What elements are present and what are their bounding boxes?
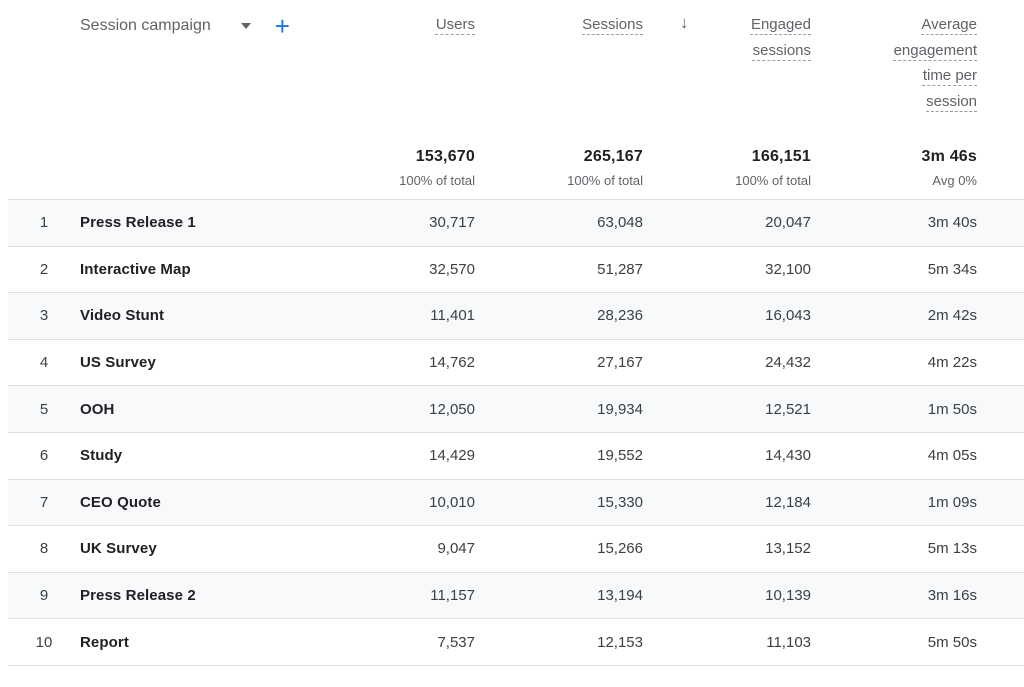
sessions-value: 13,194 xyxy=(597,587,643,605)
row-dimension-name: Interactive Map xyxy=(80,260,191,278)
table-row: 9 Press Release 2 11,157 13,194 10,139 3… xyxy=(8,571,1024,619)
row-dimension-name: Report xyxy=(80,633,129,651)
table-row: 2 Interactive Map 32,570 51,287 32,100 5… xyxy=(8,245,1024,293)
avg-engagement-time-value: 3m 16s xyxy=(927,587,977,605)
sessions-value: 63,048 xyxy=(597,214,643,232)
column-header-avg-engagement-time[interactable]: Average engagement time per session xyxy=(893,16,977,110)
engaged-sessions-value: 13,152 xyxy=(765,540,811,558)
add-dimension-button[interactable]: + xyxy=(274,11,290,41)
total-users-value: 153,670 xyxy=(415,148,475,165)
users-value: 30,717 xyxy=(429,214,475,232)
chevron-down-icon[interactable] xyxy=(240,23,251,29)
engaged-sessions-value: 32,100 xyxy=(765,260,811,278)
table-row: 5 OOH 12,050 19,934 12,521 1m 50s xyxy=(8,385,1024,432)
total-users: 153,670 100% of total xyxy=(399,148,475,188)
row-dimension-name: CEO Quote xyxy=(80,493,161,511)
total-users-subtext: 100% of total xyxy=(399,173,475,188)
total-avg-engagement-time: 3m 46s Avg 0% xyxy=(922,148,977,188)
row-index: 8 xyxy=(39,540,49,558)
table-row: 7 CEO Quote 10,010 15,330 12,184 1m 09s xyxy=(8,478,1024,526)
engaged-sessions-value: 11,103 xyxy=(766,633,811,651)
table-body: 1 Press Release 1 30,717 63,048 20,047 3… xyxy=(8,199,1024,666)
users-value: 12,050 xyxy=(429,400,475,418)
column-header-sessions[interactable]: Sessions xyxy=(582,16,643,33)
avg-engagement-time-value: 1m 50s xyxy=(927,400,977,418)
table-row: 4 US Survey 14,762 27,167 24,432 4m 22s xyxy=(8,338,1024,386)
row-index: 4 xyxy=(39,354,49,372)
table-row: 8 UK Survey 9,047 15,266 13,152 5m 13s xyxy=(8,525,1024,572)
dimension-selector[interactable]: Session campaign xyxy=(80,17,211,34)
engaged-sessions-value: 12,521 xyxy=(765,400,811,418)
row-dimension-name: Study xyxy=(80,447,123,465)
users-value: 14,429 xyxy=(429,447,475,465)
avg-engagement-time-value: 5m 34s xyxy=(927,260,977,278)
sessions-value: 51,287 xyxy=(597,260,643,278)
total-engaged-sessions-value: 166,151 xyxy=(751,148,811,165)
row-dimension-name: UK Survey xyxy=(80,540,157,558)
users-value: 9,047 xyxy=(437,540,475,558)
avg-engagement-time-value: 5m 13s xyxy=(927,540,977,558)
table-row: 10 Report 7,537 12,153 11,103 5m 50s xyxy=(8,618,1024,665)
row-index: 2 xyxy=(39,260,49,278)
engaged-sessions-value: 10,139 xyxy=(765,587,811,605)
row-index: 9 xyxy=(39,587,49,605)
sort-descending-icon[interactable]: ↓ xyxy=(680,13,689,32)
total-avg-engagement-time-value: 3m 46s xyxy=(921,148,977,165)
avg-engagement-time-value: 1m 09s xyxy=(927,493,977,511)
column-header-engaged-sessions[interactable]: Engaged sessions xyxy=(750,16,811,59)
sessions-value: 27,167 xyxy=(597,354,643,372)
avg-engagement-time-value: 2m 42s xyxy=(927,307,977,325)
users-value: 32,570 xyxy=(429,260,475,278)
avg-engagement-time-value: 3m 40s xyxy=(927,214,977,232)
avg-engagement-time-value: 5m 50s xyxy=(927,633,977,651)
engaged-sessions-value: 14,430 xyxy=(765,447,811,465)
users-value: 14,762 xyxy=(429,354,475,372)
row-index: 10 xyxy=(35,633,53,651)
users-value: 11,157 xyxy=(430,587,475,605)
row-dimension-name: US Survey xyxy=(80,354,156,372)
dimension-header: Session campaign + xyxy=(80,13,290,39)
engaged-sessions-value: 12,184 xyxy=(765,493,811,511)
row-index: 5 xyxy=(39,400,49,418)
row-index: 3 xyxy=(39,307,49,325)
table-row: 6 Study 14,429 19,552 14,430 4m 05s xyxy=(8,431,1024,479)
engaged-sessions-value: 16,043 xyxy=(765,307,811,325)
total-avg-engagement-time-subtext: Avg 0% xyxy=(932,173,977,188)
column-header-users[interactable]: Users xyxy=(435,16,475,33)
sessions-value: 15,266 xyxy=(597,540,643,558)
row-dimension-name: OOH xyxy=(80,400,115,418)
users-value: 11,401 xyxy=(430,307,475,325)
avg-engagement-time-value: 4m 05s xyxy=(927,447,977,465)
total-engaged-sessions: 166,151 100% of total xyxy=(735,148,811,188)
users-value: 10,010 xyxy=(429,493,475,511)
row-index: 6 xyxy=(39,447,49,465)
total-sessions-value: 265,167 xyxy=(583,148,643,165)
total-sessions-subtext: 100% of total xyxy=(567,173,643,188)
row-index: 1 xyxy=(39,214,49,232)
users-value: 7,537 xyxy=(437,633,475,651)
row-dimension-name: Video Stunt xyxy=(80,307,165,325)
sessions-value: 12,153 xyxy=(597,633,643,651)
sessions-value: 19,934 xyxy=(597,400,643,418)
row-dimension-name: Press Release 2 xyxy=(80,587,196,605)
engaged-sessions-value: 20,047 xyxy=(765,214,811,232)
sessions-value: 15,330 xyxy=(597,493,643,511)
table-row: 3 Video Stunt 11,401 28,236 16,043 2m 42… xyxy=(8,292,1024,339)
sessions-value: 28,236 xyxy=(597,307,643,325)
row-dimension-name: Press Release 1 xyxy=(80,214,196,232)
table-header: Session campaign + Users Sessions ↓ Enga… xyxy=(0,0,1024,199)
total-sessions: 265,167 100% of total xyxy=(567,148,643,188)
sessions-value: 19,552 xyxy=(597,447,643,465)
engaged-sessions-value: 24,432 xyxy=(765,354,811,372)
table-row: 1 Press Release 1 30,717 63,048 20,047 3… xyxy=(8,199,1024,246)
avg-engagement-time-value: 4m 22s xyxy=(927,354,977,372)
total-engaged-sessions-subtext: 100% of total xyxy=(735,173,811,188)
row-index: 7 xyxy=(39,493,49,511)
